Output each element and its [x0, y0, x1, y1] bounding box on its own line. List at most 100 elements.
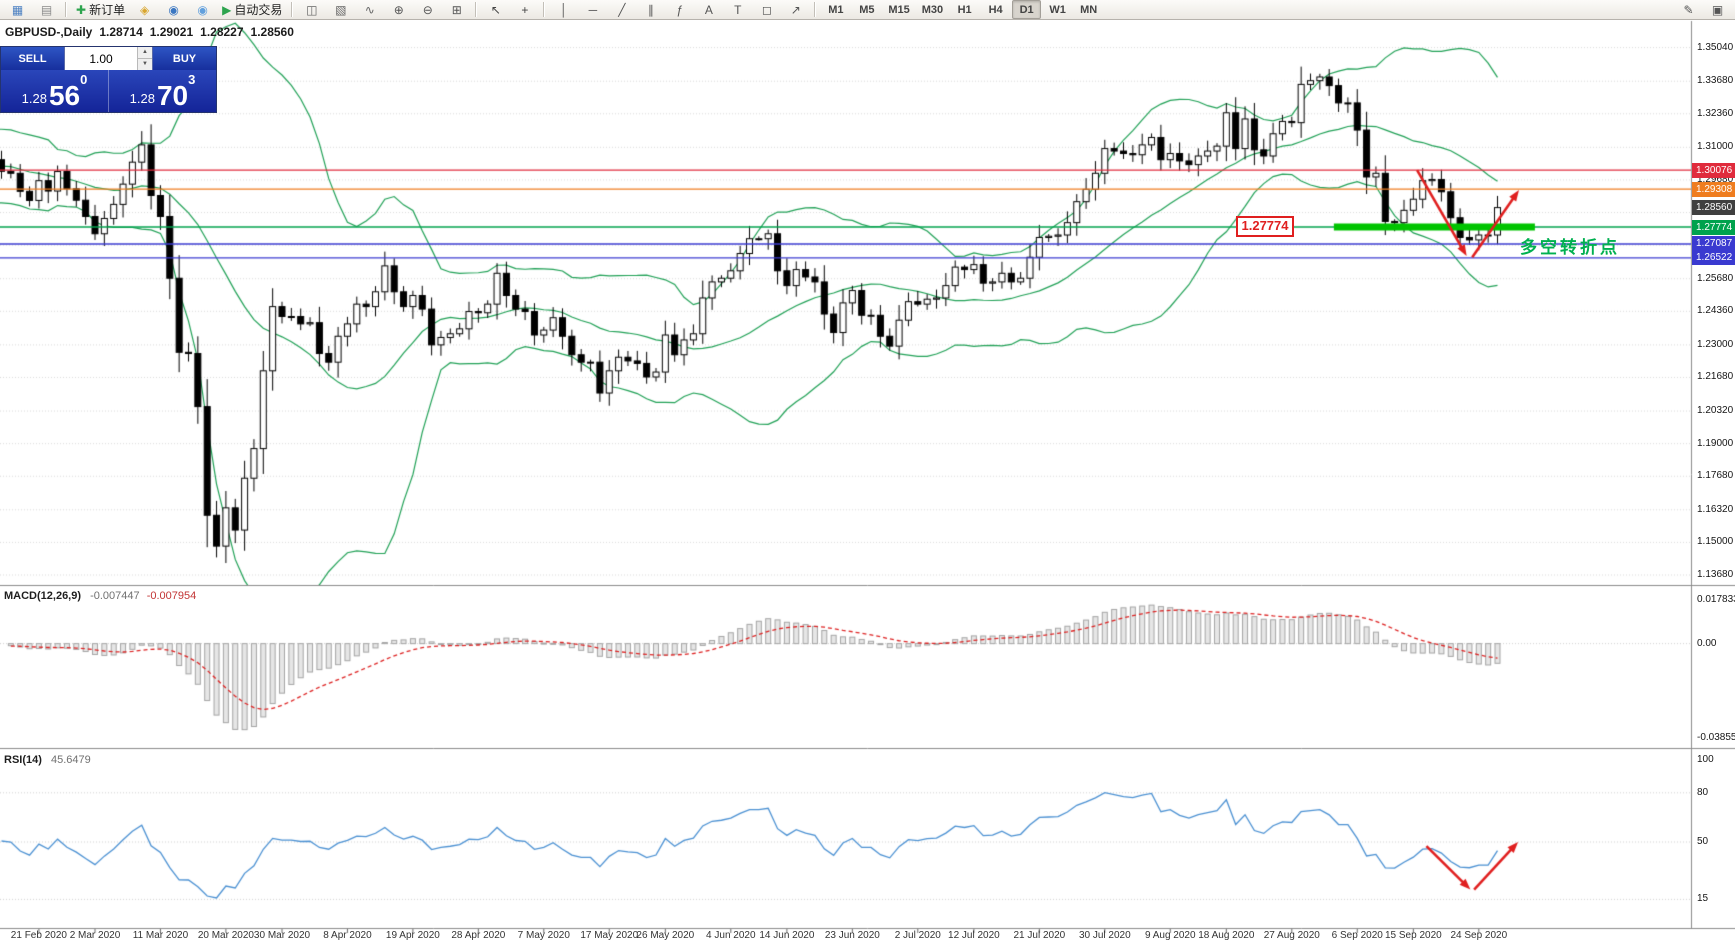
label-icon: T [734, 2, 742, 17]
zoom-out-button[interactable]: ⊖ [414, 0, 441, 19]
macd-signal-value: -0.007954 [146, 590, 197, 602]
chart-symbol-period: GBPUSD-,Daily [5, 25, 93, 39]
horizontal-line-icon: ─ [588, 2, 598, 17]
fibonacci-icon: ƒ [676, 2, 684, 17]
trade-controls-row: SELL ▲ ▼ BUY [1, 47, 216, 70]
text-icon: A [704, 2, 713, 17]
sell-price-pip: 0 [80, 72, 88, 87]
toolbar-separator [291, 2, 294, 17]
rsi-value: 45.6479 [50, 754, 91, 766]
support-price-flag[interactable]: 1.27774 [1236, 216, 1294, 237]
candlestick-chart-icon: ▧ [335, 2, 347, 17]
crosshair-button[interactable]: + [511, 0, 538, 19]
ohlc-high: 1.29021 [149, 25, 194, 39]
macd-main-value: -0.007447 [90, 590, 140, 602]
chart-shift-button[interactable]: ▣ [1704, 0, 1731, 19]
draw-edit-icon: ✎ [1683, 2, 1694, 17]
community-button[interactable]: ◉ [160, 0, 187, 19]
cursor-button[interactable]: ↖ [482, 0, 509, 19]
zoom-in-button[interactable]: ⊕ [385, 0, 412, 19]
buy-button[interactable]: BUY [153, 47, 216, 70]
new-order-icon: ✚ [76, 2, 87, 17]
timeframe-w1[interactable]: W1 [1043, 0, 1072, 19]
vertical-line-icon: │ [560, 2, 568, 17]
chart-shift-icon: ▣ [1711, 2, 1724, 17]
vertical-line-button[interactable]: │ [550, 0, 577, 19]
rsi-name: RSI(14) [4, 754, 42, 766]
timeframe-w1-label: W1 [1049, 3, 1066, 16]
channel-button[interactable]: ∥ [637, 0, 664, 19]
market-button[interactable]: ◉ [189, 0, 216, 19]
new-order-button-label: 新订单 [89, 3, 126, 17]
shapes-icon: ◻ [761, 2, 772, 17]
timeframe-m15-label: M15 [888, 3, 910, 16]
volume-spinner: ▲ ▼ [137, 47, 152, 70]
toolbar-separator [65, 2, 67, 17]
autotrading-button-label: 自动交易 [234, 3, 283, 17]
sell-button[interactable]: SELL [1, 47, 64, 70]
chart-profiles-button[interactable]: ▤ [33, 0, 60, 19]
bar-chart-button[interactable]: ◫ [298, 0, 325, 19]
bar-chart-icon: ◫ [306, 2, 318, 17]
macd-name: MACD(12,26,9) [4, 590, 82, 602]
horizontal-line-button[interactable]: ─ [579, 0, 606, 19]
timeframe-m30-label: M30 [921, 3, 944, 16]
volume-decrease-button[interactable]: ▼ [138, 59, 152, 70]
timeframe-h1[interactable]: H1 [950, 0, 979, 19]
crosshair-icon: + [521, 2, 529, 17]
timeframe-m5-label: M5 [859, 3, 875, 16]
buy-price-pip: 3 [188, 72, 196, 87]
timeframe-h1-label: H1 [957, 3, 972, 16]
buy-price-big: 70 [156, 80, 189, 111]
label-button[interactable]: T [724, 0, 751, 19]
draw-edit-button[interactable]: ✎ [1675, 0, 1702, 19]
timeframe-mn-label: MN [1080, 3, 1098, 16]
tile-windows-button[interactable]: ⊞ [443, 0, 470, 19]
chart-title: GBPUSD-,Daily 1.28714 1.29021 1.28227 1.… [5, 25, 294, 39]
autotrading-button[interactable]: ▶ 自动交易 [218, 0, 286, 19]
timeframe-d1-label: D1 [1019, 3, 1034, 16]
sell-price-display[interactable]: 1.28 56 0 [1, 70, 108, 112]
volume-field-wrap: ▲ ▼ [64, 47, 153, 70]
ohlc-close: 1.28560 [250, 25, 294, 39]
trade-quotes-row: 1.28 56 0 1.28 70 3 [1, 70, 216, 112]
shapes-button[interactable]: ◻ [753, 0, 780, 19]
new-order-button[interactable]: ✚ 新订单 [72, 0, 129, 19]
timeframe-d1[interactable]: D1 [1012, 0, 1042, 19]
buy-price-display[interactable]: 1.28 70 3 [108, 70, 216, 112]
metaeditor-button[interactable]: ◈ [131, 0, 158, 19]
sell-price-base: 1.28 [21, 91, 47, 106]
timeframe-m5[interactable]: M5 [852, 0, 881, 19]
macd-indicator-label: MACD(12,26,9) -0.007447 -0.007954 [4, 590, 196, 602]
zoom-out-icon: ⊖ [422, 2, 433, 17]
market-icon: ◉ [197, 2, 208, 17]
tile-windows-icon: ⊞ [451, 2, 462, 17]
new-chart-button[interactable]: ▦ [4, 0, 31, 19]
volume-input[interactable] [65, 47, 137, 70]
timeframe-h4-label: H4 [988, 3, 1003, 16]
volume-increase-button[interactable]: ▲ [138, 47, 152, 59]
arrows-button[interactable]: ↗ [782, 0, 809, 19]
timeframe-m30[interactable]: M30 [917, 0, 948, 19]
timeframe-mn[interactable]: MN [1074, 0, 1103, 19]
timeframe-h4[interactable]: H4 [981, 0, 1010, 19]
toolbar-separator [814, 2, 817, 17]
text-button[interactable]: A [695, 0, 722, 19]
trendline-button[interactable]: ╱ [608, 0, 635, 19]
zoom-in-icon: ⊕ [393, 2, 404, 17]
rsi-indicator-label: RSI(14) 45.6479 [4, 754, 91, 766]
toolbar-separator [475, 2, 478, 17]
line-chart-icon: ∿ [364, 2, 375, 17]
ohlc-open: 1.28714 [99, 25, 143, 39]
turning-point-note[interactable]: 多空转折点 [1520, 238, 1620, 257]
timeframe-m1[interactable]: M1 [821, 0, 850, 19]
line-chart-button[interactable]: ∿ [356, 0, 383, 19]
candlestick-chart-button[interactable]: ▧ [327, 0, 354, 19]
one-click-trading-panel: SELL ▲ ▼ BUY 1.28 56 0 1.28 70 3 [0, 46, 217, 113]
arrows-icon: ↗ [790, 2, 801, 17]
timeframe-m15[interactable]: M15 [883, 0, 914, 19]
cursor-icon: ↖ [490, 2, 501, 17]
new-chart-icon: ▦ [11, 2, 24, 17]
fibonacci-button[interactable]: ƒ [666, 0, 693, 19]
